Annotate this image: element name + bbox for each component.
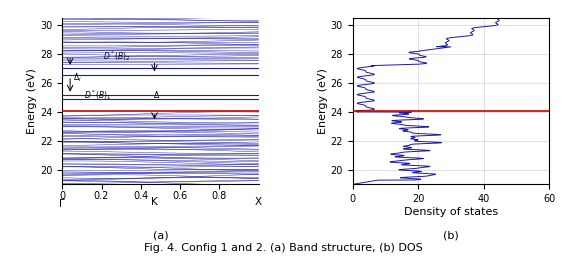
- Text: K: K: [151, 197, 158, 207]
- Text: $\Delta_i$: $\Delta_i$: [73, 71, 82, 84]
- Y-axis label: Energy (eV): Energy (eV): [318, 68, 328, 134]
- Y-axis label: Energy (eV): Energy (eV): [27, 68, 37, 134]
- Text: (b): (b): [443, 231, 459, 241]
- Text: $\Gamma$: $\Gamma$: [58, 197, 66, 209]
- Text: (a): (a): [153, 231, 168, 241]
- Text: X: X: [255, 197, 262, 207]
- X-axis label: Density of states: Density of states: [404, 207, 498, 217]
- Text: Fig. 4. Config 1 and 2. (a) Band structure, (b) DOS: Fig. 4. Config 1 and 2. (a) Band structu…: [144, 243, 422, 253]
- Text: $D^*(B)_2$: $D^*(B)_2$: [104, 49, 131, 63]
- Text: $\Delta$: $\Delta$: [153, 89, 160, 100]
- Text: $D^*(B)_1$: $D^*(B)_1$: [84, 88, 112, 102]
